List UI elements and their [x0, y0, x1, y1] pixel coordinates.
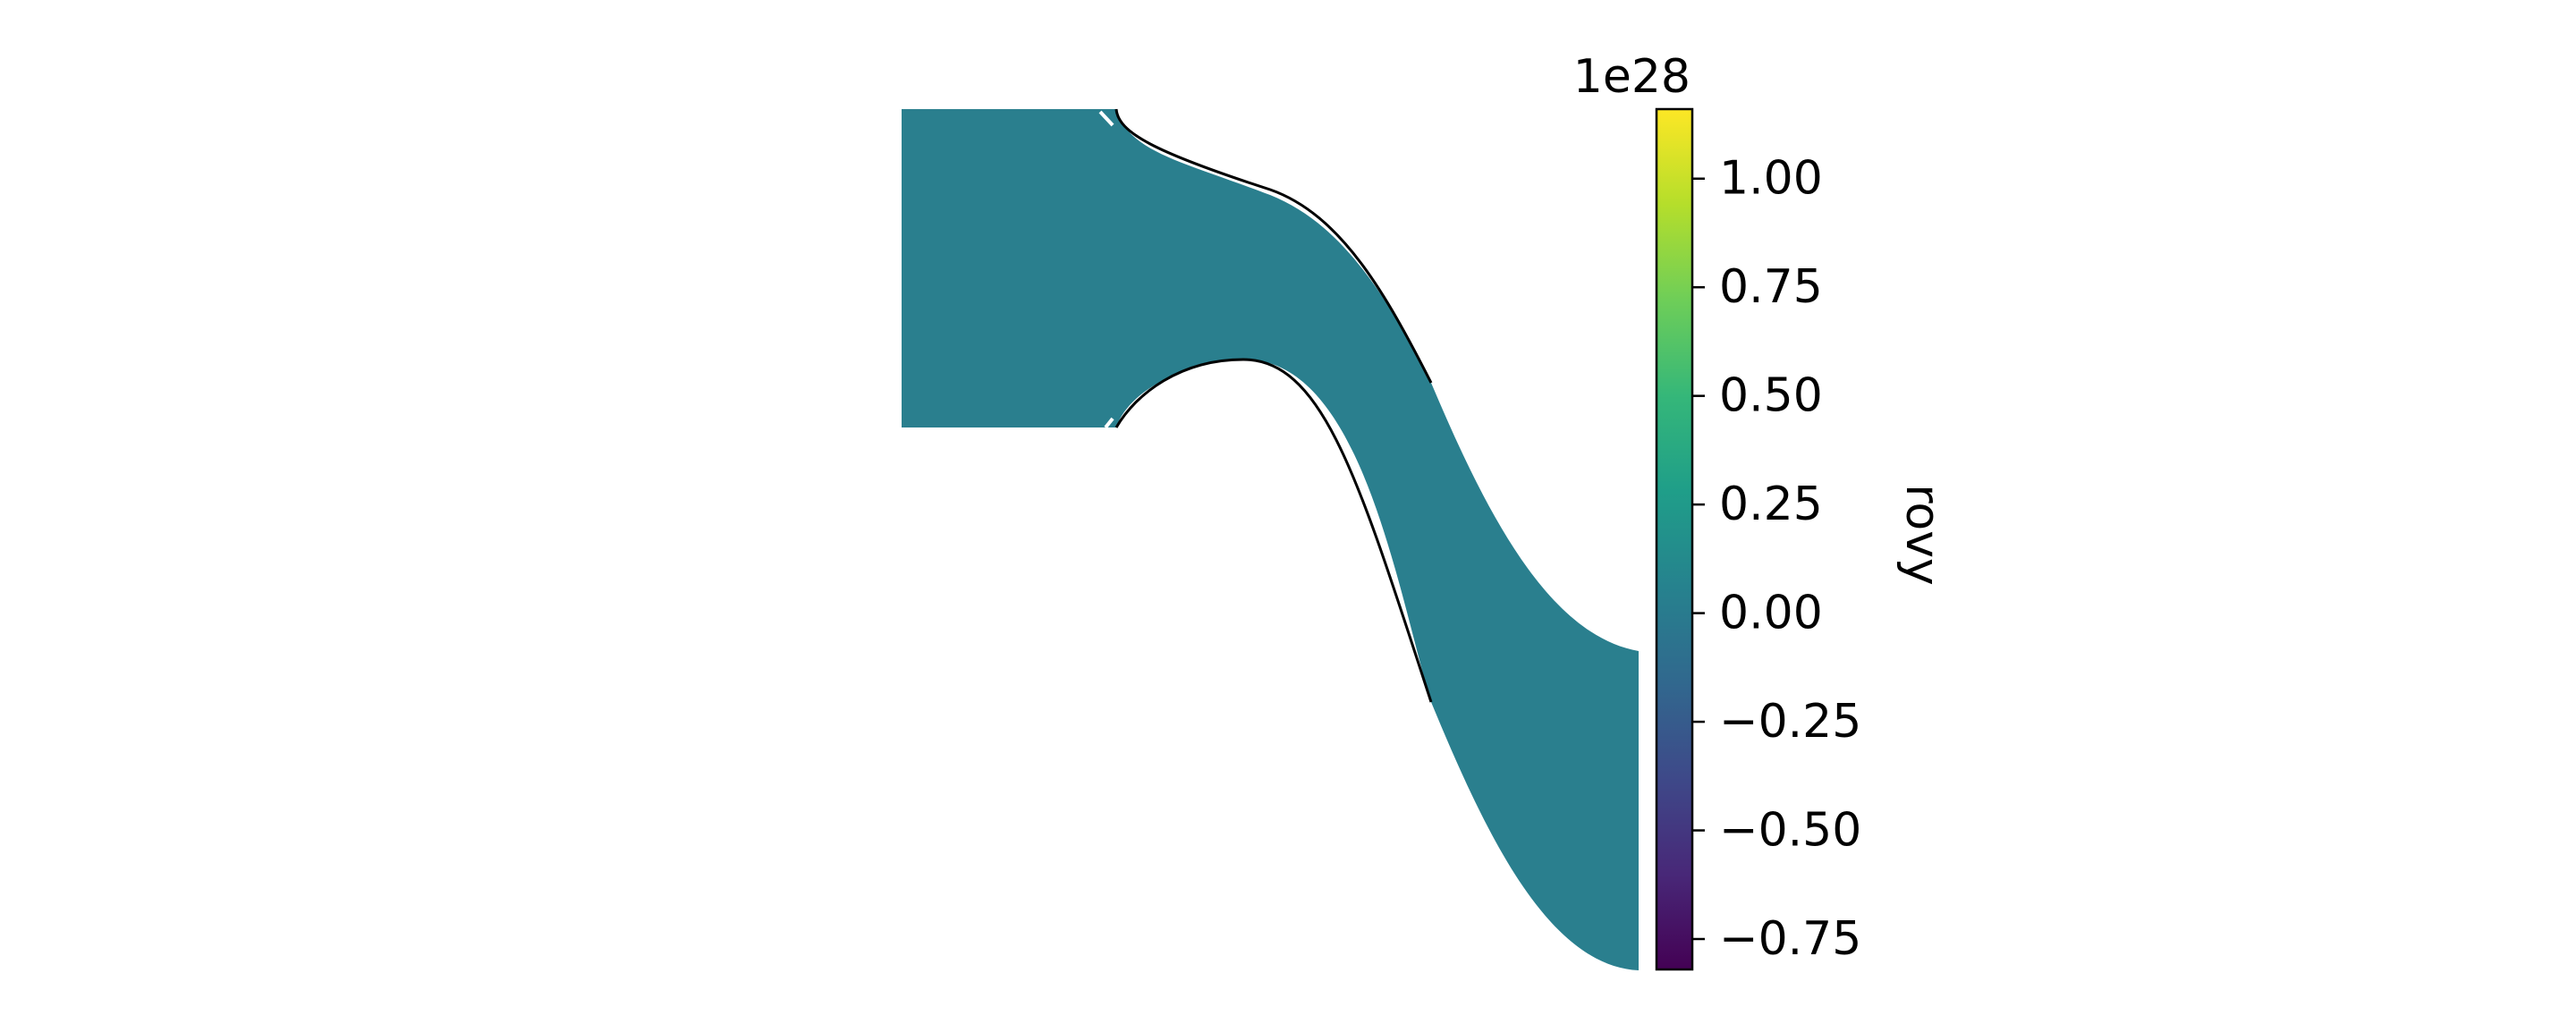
lower-notch — [1104, 417, 1114, 429]
colorbar-tick-label: 0.50 — [1719, 369, 1823, 423]
flow-domain — [902, 108, 1639, 970]
colorbar-label: rovy — [1895, 484, 1949, 586]
colorbar-tick-label: 1.00 — [1719, 152, 1823, 206]
colorbar-tick-label: −0.25 — [1719, 695, 1861, 749]
colorbar-tick-label: 0.75 — [1719, 260, 1823, 314]
upper-wall-line — [1114, 108, 1433, 384]
colorbar-gradient — [1657, 109, 1692, 969]
lower-wall-line — [1114, 358, 1433, 703]
colorbar-frame — [1655, 107, 1694, 971]
colorbar-offset-text: 1e28 — [1573, 50, 1690, 104]
colorbar-tick-label: −0.75 — [1719, 912, 1861, 966]
field-fill — [902, 109, 1639, 970]
upper-notch — [1098, 110, 1114, 127]
colorbar-tick-label: 0.25 — [1719, 478, 1823, 531]
colorbar-tick-label: 0.00 — [1719, 587, 1823, 640]
colorbar-ticks: 1.00 0.75 0.50 0.25 0.00 −0.25 −0.50 −0.75 — [1692, 152, 1861, 966]
colorbar: 1.00 0.75 0.50 0.25 0.00 −0.25 −0.50 −0.75 1e28… — [1573, 50, 1949, 971]
colorbar-tick-label: −0.50 — [1719, 804, 1861, 858]
